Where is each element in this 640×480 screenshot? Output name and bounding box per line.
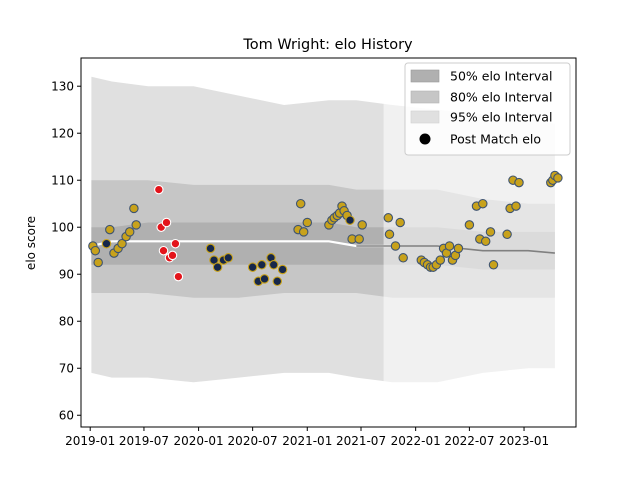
x-tick-label: 2023-01 [499, 434, 549, 448]
post-match-point [129, 203, 139, 214]
post-match-point [161, 217, 172, 228]
x-tick-label: 2022-07 [444, 434, 494, 448]
post-match-point [354, 234, 364, 244]
post-match-points [88, 170, 563, 287]
x-tick-label: 2021-07 [336, 434, 386, 448]
post-match-point [93, 257, 103, 268]
legend-label-95: 95% elo Interval [450, 110, 552, 125]
post-match-point [167, 250, 178, 261]
x-tick-label: 2022-01 [391, 434, 441, 448]
post-match-point [502, 229, 512, 240]
legend-swatch-95 [410, 110, 440, 124]
x-tick-label: 2020-07 [228, 434, 278, 448]
post-match-point [158, 245, 169, 256]
post-match-point [257, 260, 267, 270]
y-tick-label: 100 [51, 221, 74, 235]
y-tick-label: 110 [51, 174, 74, 188]
post-match-point [298, 227, 309, 237]
post-match-point [357, 220, 367, 230]
x-tick-label: 2020-01 [174, 434, 224, 448]
post-match-point [154, 184, 164, 195]
post-match-point [124, 227, 135, 237]
post-match-point [464, 220, 475, 230]
post-match-point [272, 276, 283, 287]
x-axis: 2019-01 2019-07 2020-01 2020-07 2021-01 2021-… [65, 427, 549, 448]
y-axis: 60 70 80 90 100 110 120 130 [51, 80, 81, 423]
post-match-point [398, 253, 408, 263]
legend-label-50: 50% elo Interval [450, 69, 552, 84]
legend-marker-icon [419, 133, 431, 145]
y-tick-label: 90 [59, 268, 74, 282]
x-tick-label: 2021-01 [282, 434, 332, 448]
chart-title: Tom Wright: elo History [242, 37, 413, 53]
y-axis-title: elo score [24, 216, 38, 270]
legend-frame [404, 62, 571, 156]
x-tick-label: 2019-01 [65, 434, 115, 448]
post-match-point [488, 260, 499, 270]
post-match-point [453, 243, 464, 254]
post-match-point [223, 253, 234, 263]
post-match-point [302, 217, 313, 228]
legend-label-80: 80% elo Interval [450, 90, 552, 105]
post-match-point [105, 224, 115, 235]
post-match-point [478, 198, 488, 209]
post-match-point [384, 229, 395, 240]
plot-frame [80, 57, 577, 428]
post-match-point [205, 243, 216, 254]
post-match-point [383, 213, 394, 223]
post-match-point [485, 227, 496, 237]
post-match-point [268, 260, 279, 270]
post-match-point [117, 238, 127, 249]
post-match-point [395, 217, 405, 228]
post-match-point [514, 177, 524, 188]
post-match-point [212, 262, 223, 272]
post-match-point [345, 215, 355, 225]
y-tick-label: 130 [51, 80, 74, 94]
post-match-point [480, 236, 491, 247]
y-tick-label: 80 [59, 315, 74, 329]
legend-swatch-80 [410, 90, 440, 104]
x-tick-label: 2019-07 [119, 434, 169, 448]
post-match-point [444, 241, 455, 251]
post-match-point [247, 262, 258, 272]
post-match-point [101, 238, 112, 249]
post-match-point [277, 264, 288, 275]
y-tick-label: 120 [51, 127, 74, 141]
legend-swatch-50 [410, 69, 440, 83]
post-match-point [131, 220, 141, 230]
post-match-point [553, 173, 563, 183]
y-tick-label: 70 [59, 362, 74, 376]
post-match-point [170, 238, 181, 249]
post-match-point [259, 274, 270, 284]
post-match-point [90, 245, 101, 256]
post-match-point [511, 201, 521, 211]
legend-label-post-match: Post Match elo [450, 132, 541, 147]
post-match-point [173, 271, 184, 282]
y-tick-label: 60 [59, 409, 74, 423]
post-match-point [390, 241, 401, 251]
post-match-point [435, 255, 446, 265]
legend: 50% elo Interval 80% elo Interval 95% el… [404, 62, 571, 156]
post-match-point [295, 198, 306, 209]
